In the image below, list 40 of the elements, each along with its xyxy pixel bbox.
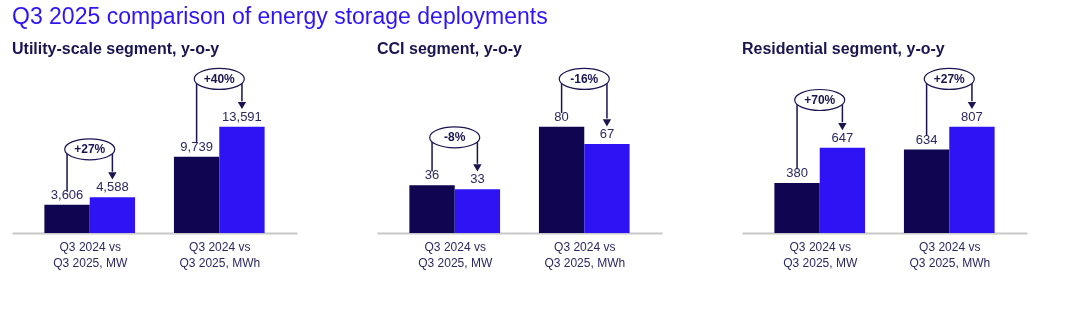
data-label: 80 [554,108,569,124]
x-tick-label: Q3 2024 vs Q3 2025, MW [783,239,858,270]
data-label: 647 [831,129,854,145]
annotation: -8% [444,130,466,145]
bar [89,197,136,233]
chart-title: CCI segment, y-o-y [377,40,523,57]
data-label: 4,588 [96,179,129,195]
bar [949,126,995,233]
text: -16% [570,71,599,86]
chart-title: Q3 2025 comparison of energy storage deployments [12,3,548,29]
data-label: 9,739 [180,138,213,154]
data-label: 807 [961,108,983,124]
text: +40% [203,71,236,86]
text: +70% [804,93,836,107]
x-tick-label: Q3 2024 vs Q3 2025, MWh [909,239,991,270]
data-label: 13,591 [222,108,262,124]
data-label: 67 [599,126,615,142]
x-tick-label: Q3 2024 vs Q3 2025, MWh [544,239,626,270]
bar [173,156,220,233]
bar [454,189,501,233]
bar [538,126,585,233]
x-tick-label: Q3 2024 vs Q3 2025, MWh [179,239,261,270]
annotation: +27% [74,142,106,157]
bar [409,185,455,233]
data-label: 36 [424,167,440,183]
bar [774,182,820,233]
chart-title: Residential segment, y-o-y [742,40,945,57]
bar [219,126,265,233]
bar [903,149,950,233]
data-label: 634 [915,131,938,147]
data-label: 380 [786,164,808,180]
text: +27% [933,71,966,86]
x-tick-label: Q3 2024 vs Q3 2025, MW [53,239,128,270]
data-label: 33 [470,171,485,187]
bar [44,204,90,233]
data-label: 3,606 [50,186,84,202]
x-tick-label: Q3 2024 vs Q3 2025, MW [418,239,493,270]
bar [819,147,866,233]
chart-subtitle: Utility-scale segment, y-o-y [12,40,220,57]
bar [584,144,630,233]
